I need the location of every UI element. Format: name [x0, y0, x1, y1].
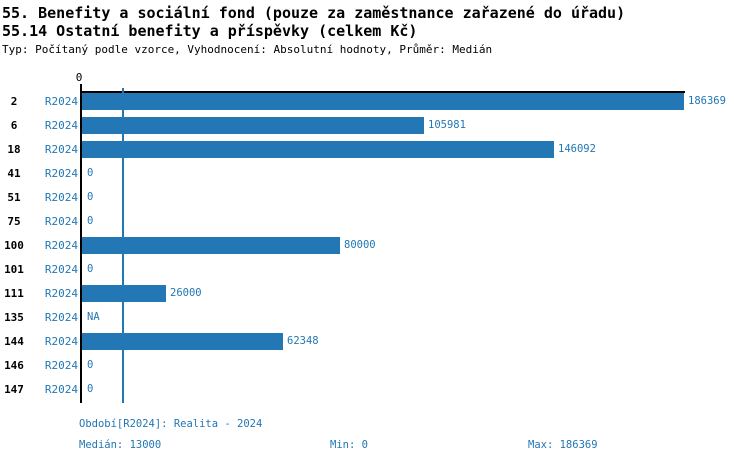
bar	[82, 237, 340, 254]
series-label: R2024	[44, 311, 78, 324]
bar	[82, 93, 684, 110]
value-label: 0	[87, 167, 94, 179]
series-label: R2024	[44, 239, 78, 252]
bar	[82, 141, 554, 158]
value-label: 26000	[170, 287, 202, 299]
category-label: 144	[4, 335, 24, 348]
chart-title: 55. Benefity a sociální fond (pouze za z…	[2, 4, 626, 22]
category-label: 111	[4, 287, 24, 300]
footer-median: Medián: 13000	[79, 439, 162, 451]
x-axis-tick-label: 0	[75, 71, 83, 84]
chart-note: Typ: Počítaný podle vzorce, Vyhodnocení:…	[2, 43, 493, 56]
value-label: 62348	[287, 335, 319, 347]
value-label: 80000	[344, 239, 376, 251]
series-label: R2024	[44, 287, 78, 300]
series-label: R2024	[44, 335, 78, 348]
bar	[82, 117, 424, 134]
bar	[82, 285, 166, 302]
series-label: R2024	[44, 359, 78, 372]
series-label: R2024	[44, 383, 78, 396]
y-axis-line	[80, 84, 82, 403]
series-label: R2024	[44, 215, 78, 228]
footer-max: Max: 186369	[528, 439, 598, 451]
category-label: 75	[7, 215, 21, 228]
category-label: 101	[4, 263, 24, 276]
series-label: R2024	[44, 143, 78, 156]
series-label: R2024	[44, 263, 78, 276]
value-label: NA	[87, 311, 100, 323]
category-label: 51	[7, 191, 21, 204]
x-axis-line	[81, 91, 685, 93]
value-label: 146092	[558, 143, 596, 155]
category-label: 135	[4, 311, 24, 324]
series-label: R2024	[44, 167, 78, 180]
category-label: 146	[4, 359, 24, 372]
value-label: 105981	[428, 119, 466, 131]
footer-period: Období[R2024]: Realita - 2024	[79, 418, 263, 430]
value-label: 0	[87, 215, 94, 227]
category-label: 147	[4, 383, 24, 396]
series-label: R2024	[44, 119, 78, 132]
value-label: 0	[87, 191, 94, 203]
value-label: 0	[87, 263, 94, 275]
value-label: 0	[87, 359, 94, 371]
value-label: 0	[87, 383, 94, 395]
value-label: 186369	[688, 95, 726, 107]
footer-min: Min: 0	[330, 439, 368, 451]
category-label: 18	[7, 143, 21, 156]
chart-subtitle: 55.14 Ostatní benefity a příspěvky (celk…	[2, 22, 418, 40]
category-label: 41	[7, 167, 21, 180]
series-label: R2024	[44, 191, 78, 204]
category-label: 100	[4, 239, 24, 252]
bar	[82, 333, 283, 350]
series-label: R2024	[44, 95, 78, 108]
category-label: 6	[10, 119, 18, 132]
category-label: 2	[10, 95, 18, 108]
